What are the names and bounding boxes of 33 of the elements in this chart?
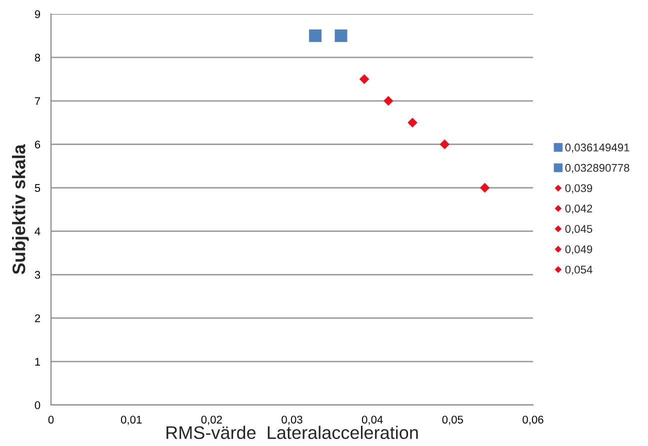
x-tick-label: 0 (48, 416, 54, 424)
point (408, 118, 418, 128)
y-tick-label: 9 (34, 10, 40, 18)
x-tick-label: 0,01 (120, 416, 142, 425)
y-axis-title: Subjektiv skala (12, 144, 29, 274)
legend-label: 0,049 (565, 245, 592, 255)
legend-label: 0,054 (565, 266, 592, 275)
x-axis-title: RMS-värde Lateralacceleration (166, 426, 418, 440)
y-tick-label: 0 (34, 401, 40, 410)
point (480, 182, 490, 193)
y-tick-label: 5 (34, 184, 40, 192)
y-tick-label: 1 (35, 358, 40, 366)
y-tick-label: 6 (34, 140, 40, 148)
legend-label: 0,042 (565, 204, 592, 214)
y-tick-label: 8 (34, 54, 40, 62)
point (359, 74, 370, 84)
legend-label: 0,039 (565, 184, 592, 194)
legend-label: 0,036149491 (565, 144, 630, 153)
point (440, 139, 450, 150)
x-tick-label: 0,05 (442, 416, 464, 425)
legend-label: 0,045 (565, 224, 592, 234)
x-tick-label: 0,02 (201, 416, 222, 425)
y-tick-label: 2 (34, 314, 40, 322)
point (383, 96, 394, 106)
point (334, 29, 348, 42)
y-tick-label: 4 (34, 228, 40, 236)
legend-label: 0,032890778 (565, 164, 630, 174)
y-tick-label: 3 (34, 270, 40, 279)
x-tick-label: 0,06 (522, 416, 544, 425)
x-tick-label: 0,03 (282, 416, 302, 425)
x-tick-label: 0,04 (362, 416, 383, 425)
y-tick-label: 7 (34, 97, 40, 105)
point (309, 29, 322, 42)
